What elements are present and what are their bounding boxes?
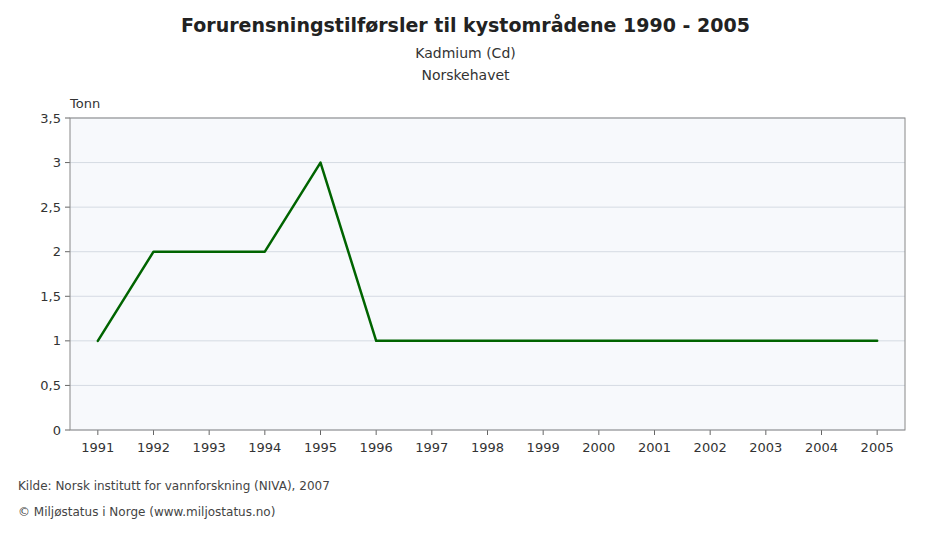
y-tick-label: 1,5 xyxy=(40,289,61,304)
x-tick-label: 2002 xyxy=(694,440,727,455)
y-tick xyxy=(65,296,70,297)
x-tick-label: 2005 xyxy=(861,440,894,455)
x-tick-label: 2004 xyxy=(805,440,838,455)
x-tick-label: 1991 xyxy=(81,440,114,455)
x-tick xyxy=(320,430,321,435)
y-tick-label: 3,5 xyxy=(40,111,61,126)
x-tick-label: 1995 xyxy=(304,440,337,455)
data-layer xyxy=(98,163,877,341)
y-tick xyxy=(65,340,70,341)
x-tick xyxy=(264,430,265,435)
x-tick xyxy=(153,430,154,435)
grid-line xyxy=(70,207,905,208)
x-tick-label: 1999 xyxy=(527,440,560,455)
plot-area xyxy=(70,118,905,430)
subtitle: Kadmium (Cd) xyxy=(415,45,515,61)
y-axis-label: Tonn xyxy=(69,96,100,111)
subtitle: Norskehavet xyxy=(421,67,510,83)
y-tick-label: 1 xyxy=(53,333,61,348)
x-tick-label: 2003 xyxy=(749,440,782,455)
title: Forurensningstilførsler til kystområdene… xyxy=(181,13,750,36)
x-tick xyxy=(543,430,544,435)
annotation: © Miljøstatus i Norge (www.miljostatus.n… xyxy=(18,505,275,519)
x-tick xyxy=(765,430,766,435)
plot-frame xyxy=(70,118,905,430)
y-tick xyxy=(65,251,70,252)
x-tick-label: 1994 xyxy=(248,440,281,455)
x-tick xyxy=(487,430,488,435)
grid-line xyxy=(70,385,905,386)
x-tick xyxy=(877,430,878,435)
x-tick xyxy=(376,430,377,435)
chart: Forurensningstilførsler til kystområdene… xyxy=(0,0,931,557)
x-tick xyxy=(710,430,711,435)
y-tick-label: 3 xyxy=(53,155,61,170)
x-tick xyxy=(654,430,655,435)
x-tick-label: 2001 xyxy=(638,440,671,455)
y-tick-label: 2,5 xyxy=(40,200,61,215)
y-tick xyxy=(65,162,70,163)
y-tick-label: 0,5 xyxy=(40,378,61,393)
line xyxy=(98,163,877,341)
y-tick xyxy=(65,385,70,386)
grid-line xyxy=(70,162,905,163)
x-tick-label: 2000 xyxy=(582,440,615,455)
x-tick-label: 1997 xyxy=(415,440,448,455)
x-tick-label: 1998 xyxy=(471,440,504,455)
y-tick-label: 2 xyxy=(53,244,61,259)
x-tick-label: 1996 xyxy=(360,440,393,455)
x-tick-label: 1992 xyxy=(137,440,170,455)
x-tick xyxy=(97,430,98,435)
y-tick xyxy=(65,430,70,431)
axes: 0 0,5 1 1,5 2 2,5 3 3,5 1991 1992 1993 1994 1995 1996… xyxy=(40,111,893,456)
x-tick xyxy=(209,430,210,435)
grid xyxy=(70,118,905,430)
y-tick-label: 0 xyxy=(53,423,61,438)
x-tick-label: 1993 xyxy=(193,440,226,455)
x-tick xyxy=(821,430,822,435)
x-tick xyxy=(598,430,599,435)
annotation: Kilde: Norsk institutt for vannforskning… xyxy=(18,479,330,493)
y-tick xyxy=(65,207,70,208)
grid-line xyxy=(70,296,905,297)
y-tick xyxy=(65,118,70,119)
x-tick xyxy=(431,430,432,435)
